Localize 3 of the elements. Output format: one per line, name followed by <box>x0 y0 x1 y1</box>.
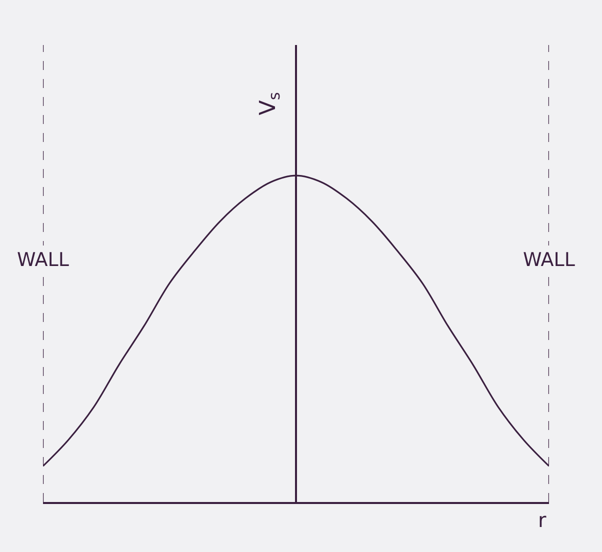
x-axis-title: r <box>538 508 547 532</box>
annotation: WALL <box>523 249 576 271</box>
annotation: WALL <box>17 249 70 271</box>
